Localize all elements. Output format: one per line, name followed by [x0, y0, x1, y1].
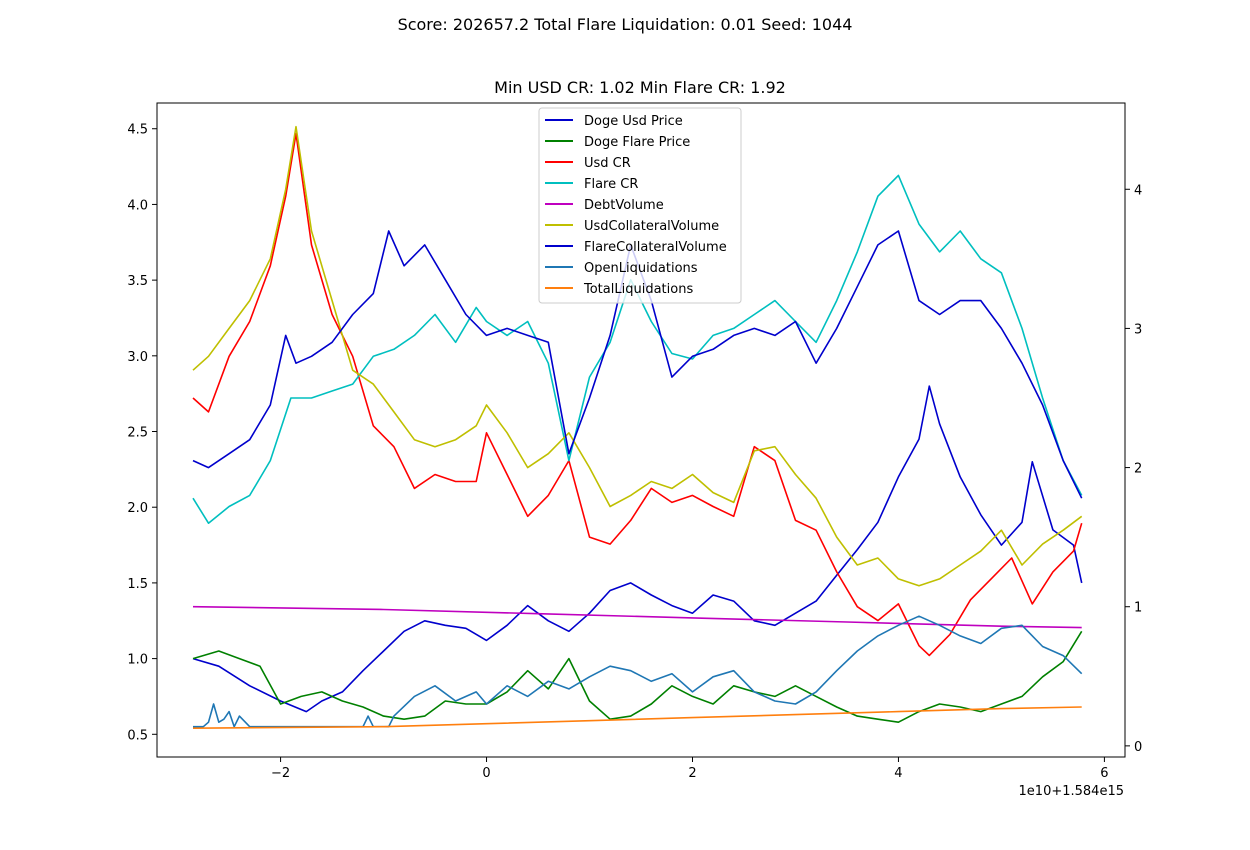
x-axis-offset-label: 1e10+1.584e15 — [1019, 784, 1124, 799]
figure-suptitle: Score: 202657.2 Total Flare Liquidation:… — [398, 15, 853, 34]
y-axis-left: 0.5 1.0 1.5 2.0 2.5 3.0 3.5 4.0 4.5 — [127, 123, 157, 743]
x-tick-label: 0 — [482, 766, 490, 781]
legend-label: Flare CR — [584, 177, 638, 192]
legend-label: Doge Flare Price — [584, 135, 690, 150]
series-line-usd-cr — [192, 132, 1083, 657]
y-left-tick-label: 4.5 — [127, 123, 148, 138]
y-left-tick-label: 1.0 — [127, 653, 148, 668]
x-axis: −2 0 2 4 6 — [271, 757, 1109, 781]
series-layer — [192, 125, 1083, 729]
series-line-openliquidations — [193, 615, 1083, 728]
series-line-debtvolume — [192, 605, 1082, 629]
y-left-tick-label: 3.5 — [127, 274, 148, 289]
y-left-tick-label: 2.0 — [127, 501, 148, 516]
y-left-tick-label: 0.5 — [127, 728, 148, 743]
series-line-doge-usd-price — [192, 385, 1083, 713]
y-left-tick-label: 2.5 — [127, 426, 148, 441]
legend-label: OpenLiquidations — [584, 261, 698, 276]
y-right-tick-label: 4 — [1134, 183, 1142, 198]
y-right-tick-label: 1 — [1134, 601, 1142, 616]
series-line-totalliquidations — [192, 706, 1082, 729]
legend-label: Doge Usd Price — [584, 114, 683, 129]
y-right-tick-label: 3 — [1134, 322, 1142, 337]
legend-frame — [538, 107, 742, 304]
legend-label: TotalLiquidations — [583, 282, 693, 297]
y-axis-right: 0 1 2 3 4 — [1125, 183, 1142, 755]
series-line-doge-flare-price — [192, 630, 1083, 724]
plot-area — [156, 102, 1126, 758]
x-tick-label: −2 — [271, 766, 290, 781]
legend-label: Usd CR — [584, 156, 631, 171]
y-left-tick-label: 4.0 — [127, 198, 148, 213]
axes-title: Min USD CR: 1.02 Min Flare CR: 1.92 — [494, 78, 786, 97]
series-line-usdcollateralvolume — [192, 125, 1083, 587]
legend-label: UsdCollateralVolume — [584, 219, 719, 234]
x-tick-label: 2 — [688, 766, 696, 781]
x-tick-label: 4 — [894, 766, 902, 781]
legend-label: DebtVolume — [584, 198, 664, 213]
legend-label: FlareCollateralVolume — [584, 240, 727, 255]
x-tick-label: 6 — [1100, 766, 1108, 781]
y-right-tick-label: 0 — [1134, 740, 1142, 755]
axes-frame — [156, 102, 1126, 758]
y-left-tick-label: 1.5 — [127, 577, 148, 592]
y-left-tick-label: 3.0 — [127, 350, 148, 365]
legend: Doge Usd Price Doge Flare Price Usd CR Flar… — [538, 107, 742, 304]
y-right-tick-label: 2 — [1134, 462, 1142, 477]
